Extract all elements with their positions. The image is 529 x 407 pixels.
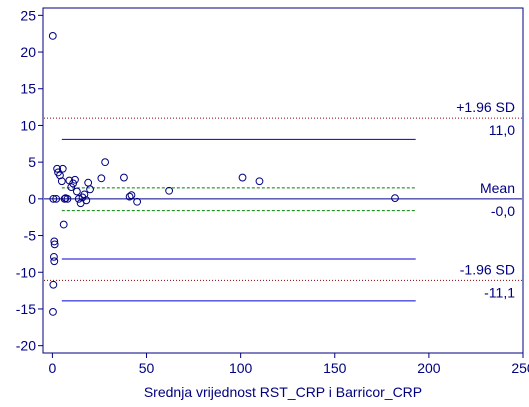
- data-point: [71, 175, 79, 184]
- x-tick-label: 50: [139, 360, 155, 376]
- data-point: [133, 197, 142, 206]
- data-point: [69, 179, 78, 188]
- data-point: [86, 185, 94, 194]
- data-point: [49, 307, 57, 316]
- data-point: [125, 192, 134, 201]
- x-tick-label: 0: [49, 360, 57, 376]
- data-point: [50, 240, 59, 249]
- data-point: [50, 237, 59, 246]
- data-point: [165, 186, 174, 195]
- x-tick-label: 200: [417, 360, 441, 376]
- data-point: [52, 194, 61, 203]
- y-tick-label: -15: [16, 301, 36, 317]
- data-point: [58, 164, 67, 173]
- y-tick-label: 10: [20, 117, 36, 133]
- y-tick-label: 0: [28, 191, 36, 207]
- data-point: [57, 177, 66, 186]
- reference-lines: [44, 117, 522, 302]
- data-point: [63, 194, 72, 203]
- y-tick-label: 5: [28, 154, 36, 170]
- x-tick-label: 100: [229, 360, 253, 376]
- y-tick-label: -5: [24, 228, 37, 244]
- data-point: [60, 194, 69, 203]
- reference-line-value: -11,1: [484, 284, 515, 300]
- y-tick-label: 15: [20, 81, 36, 97]
- y-tick-label: -20: [16, 338, 36, 354]
- data-point: [48, 31, 57, 40]
- y-tick-label: 25: [20, 7, 36, 23]
- data-point: [59, 220, 68, 229]
- data-point: [53, 164, 62, 173]
- data-point: [391, 194, 399, 203]
- data-point: [67, 183, 76, 192]
- y-axis: -20 -15 -10 -5 0 5 10 15 20 25: [16, 7, 43, 354]
- reference-line-value: 11,0: [489, 122, 515, 138]
- reference-line-label: +1.96 SD: [456, 99, 515, 115]
- reference-line-label: -1.96 SD: [460, 261, 515, 277]
- data-point: [101, 158, 110, 167]
- data-point: [50, 252, 58, 261]
- reference-labels: +1.96 SD 11,0 Mean -0,0 -1.96 SD -11,1: [456, 99, 515, 300]
- data-point: [238, 173, 247, 182]
- data-point: [49, 280, 58, 289]
- x-tick-label: 250: [511, 360, 529, 376]
- data-point: [82, 196, 91, 205]
- reference-line-value: -0,0: [491, 203, 515, 219]
- data-point: [120, 173, 128, 182]
- data-points: [48, 31, 399, 316]
- x-axis-title: Srednja vrijednost RST_CRP i Barricor_CR…: [144, 384, 422, 400]
- reference-line-label: Mean: [480, 180, 515, 196]
- data-point: [255, 177, 264, 186]
- data-point: [97, 174, 106, 183]
- x-tick-label: 150: [323, 360, 347, 376]
- data-point: [127, 191, 136, 200]
- data-point: [50, 257, 59, 266]
- y-tick-label: -10: [16, 264, 36, 280]
- x-axis: 0 50 100 150 200 250: [49, 353, 529, 376]
- data-point: [74, 194, 83, 203]
- y-tick-label: 20: [20, 44, 36, 60]
- data-point: [49, 194, 58, 203]
- data-point: [72, 187, 81, 196]
